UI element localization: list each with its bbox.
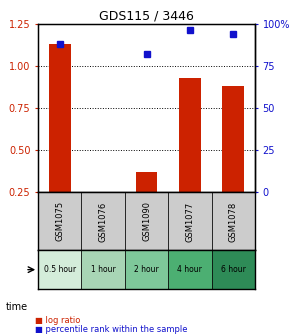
Text: 0.5 hour: 0.5 hour — [44, 265, 76, 274]
FancyBboxPatch shape — [212, 193, 255, 250]
FancyBboxPatch shape — [168, 250, 212, 289]
Bar — [49, 44, 71, 193]
Text: 2 hour: 2 hour — [134, 265, 159, 274]
Text: 4 hour: 4 hour — [178, 265, 202, 274]
Text: GSM1090: GSM1090 — [142, 201, 151, 241]
Text: GSM1077: GSM1077 — [185, 201, 194, 242]
Text: 6 hour: 6 hour — [221, 265, 246, 274]
Bar — [179, 78, 201, 193]
Text: GSM1075: GSM1075 — [55, 201, 64, 242]
Text: time: time — [6, 302, 28, 312]
FancyBboxPatch shape — [81, 193, 125, 250]
Text: GSM1078: GSM1078 — [229, 201, 238, 242]
FancyBboxPatch shape — [168, 193, 212, 250]
FancyBboxPatch shape — [212, 250, 255, 289]
Text: 1 hour: 1 hour — [91, 265, 115, 274]
FancyBboxPatch shape — [38, 193, 81, 250]
FancyBboxPatch shape — [125, 193, 168, 250]
FancyBboxPatch shape — [81, 250, 125, 289]
FancyBboxPatch shape — [125, 250, 168, 289]
FancyBboxPatch shape — [38, 250, 81, 289]
Title: GDS115 / 3446: GDS115 / 3446 — [99, 9, 194, 23]
Text: GSM1076: GSM1076 — [99, 201, 108, 242]
Text: ■ percentile rank within the sample: ■ percentile rank within the sample — [35, 325, 188, 334]
Text: ■ log ratio: ■ log ratio — [35, 317, 81, 325]
Bar — [222, 86, 244, 193]
Bar — [136, 172, 157, 193]
